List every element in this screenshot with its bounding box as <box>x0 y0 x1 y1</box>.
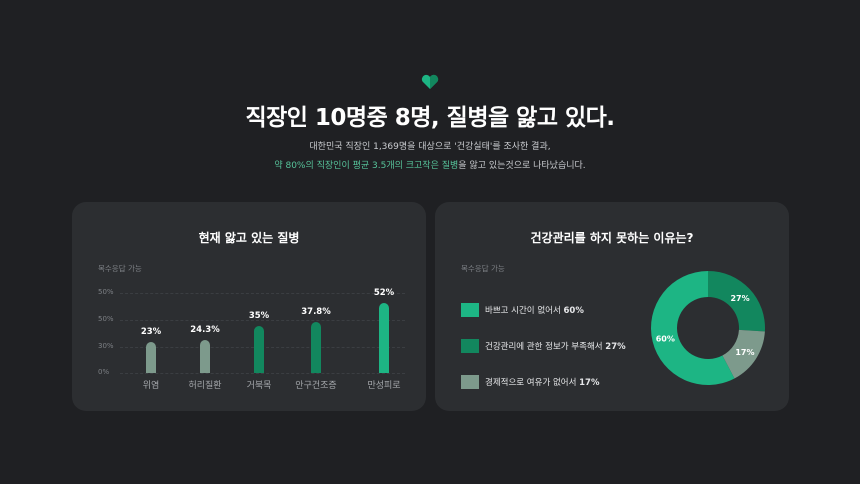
legend-label: 경제적으로 여유가 없어서 <box>485 378 577 388</box>
subtitle-line-2: 약 80%의 직장인이 평균 3.5개의 크고작은 질병을 앓고 있는것으로 나… <box>0 157 860 176</box>
card-title: 건강관리를 하지 못하는 이유는? <box>530 231 694 245</box>
donut-slice <box>651 271 735 385</box>
legend-item: 바쁘고 시간이 없어서 60% <box>461 303 584 317</box>
gridline <box>120 373 405 374</box>
bar-chart-plot: 50% 50% 30% 0% 23% 위염 24.3% 허리질환 35% 거북목 37.8% 안구건조… <box>72 202 426 411</box>
bar-category-label: 거북목 <box>246 381 272 391</box>
gridline <box>120 320 405 321</box>
bar-value-label: 35% <box>248 310 270 321</box>
reasons-donut-chart-card: 건강관리를 하지 못하는 이유는? 복수응답 가능 바쁘고 시간이 없어서 60… <box>435 202 789 411</box>
bar-value-label: 37.8% <box>301 306 331 317</box>
legend-item: 건강관리에 관한 정보가 부족해서 27% <box>461 339 626 353</box>
subtitle-rest: 을 앓고 있는것으로 나타났습니다. <box>458 161 586 171</box>
legend-swatch <box>461 339 479 353</box>
donut-slice-label: 17% <box>735 348 754 357</box>
bar <box>146 341 156 373</box>
page-title: 직장인 10명중 8명, 질병을 앓고 있다. <box>245 105 615 131</box>
donut-slice <box>708 271 765 332</box>
bar-category-label: 만성피로 <box>367 381 401 391</box>
bar <box>311 321 321 373</box>
legend-item: 경제적으로 여유가 없어서 17% <box>461 375 600 389</box>
subtitle-highlight: 약 80%의 직장인이 평균 3.5개의 크고작은 질병 <box>274 161 459 171</box>
legend-value: 60% <box>563 306 584 316</box>
heart-icon <box>421 74 439 89</box>
bar <box>254 325 264 373</box>
donut-slice <box>722 329 765 379</box>
legend-swatch <box>461 303 479 317</box>
legend-label: 건강관리에 관한 정보가 부족해서 <box>485 342 603 352</box>
donut-chart: 27% 17% 60% <box>651 271 765 385</box>
y-tick-label: 30% <box>98 342 114 350</box>
card-title: 현재 앓고 있는 질병 <box>198 231 300 245</box>
y-tick-label: 50% <box>98 315 114 323</box>
bar <box>200 340 210 373</box>
legend-swatch <box>461 375 479 389</box>
bar-category-label: 허리질환 <box>188 381 222 391</box>
bar-value-label: 23% <box>140 326 162 337</box>
legend-label: 바쁘고 시간이 없어서 <box>485 306 561 316</box>
bar-value-label: 52% <box>373 287 395 298</box>
y-tick-label: 0% <box>98 368 110 376</box>
multiple-answer-note: 복수응답 가능 <box>98 264 142 273</box>
donut-slice-label: 27% <box>730 294 749 303</box>
y-tick-label: 50% <box>98 288 114 296</box>
bar-category-label: 안구건조증 <box>295 381 337 391</box>
donut-slice-label: 60% <box>656 335 675 344</box>
subtitle-line-1: 대한민국 직장인 1,369명을 대상으로 '건강실태'를 조사한 결과, <box>309 142 551 152</box>
legend-value: 17% <box>579 378 600 388</box>
bar <box>379 302 389 373</box>
gridline <box>120 293 405 294</box>
bar-category-label: 위염 <box>142 381 160 391</box>
disease-bar-chart-card: 현재 앓고 있는 질병 복수응답 가능 50% 50% 30% 0% 23% 위염 24.3… <box>72 202 426 411</box>
multiple-answer-note: 복수응답 가능 <box>461 264 505 273</box>
bar-value-label: 24.3% <box>190 325 220 336</box>
page-subtitle: 대한민국 직장인 1,369명을 대상으로 '건강실태'를 조사한 결과, 약 … <box>0 138 860 176</box>
legend-value: 27% <box>605 342 626 352</box>
